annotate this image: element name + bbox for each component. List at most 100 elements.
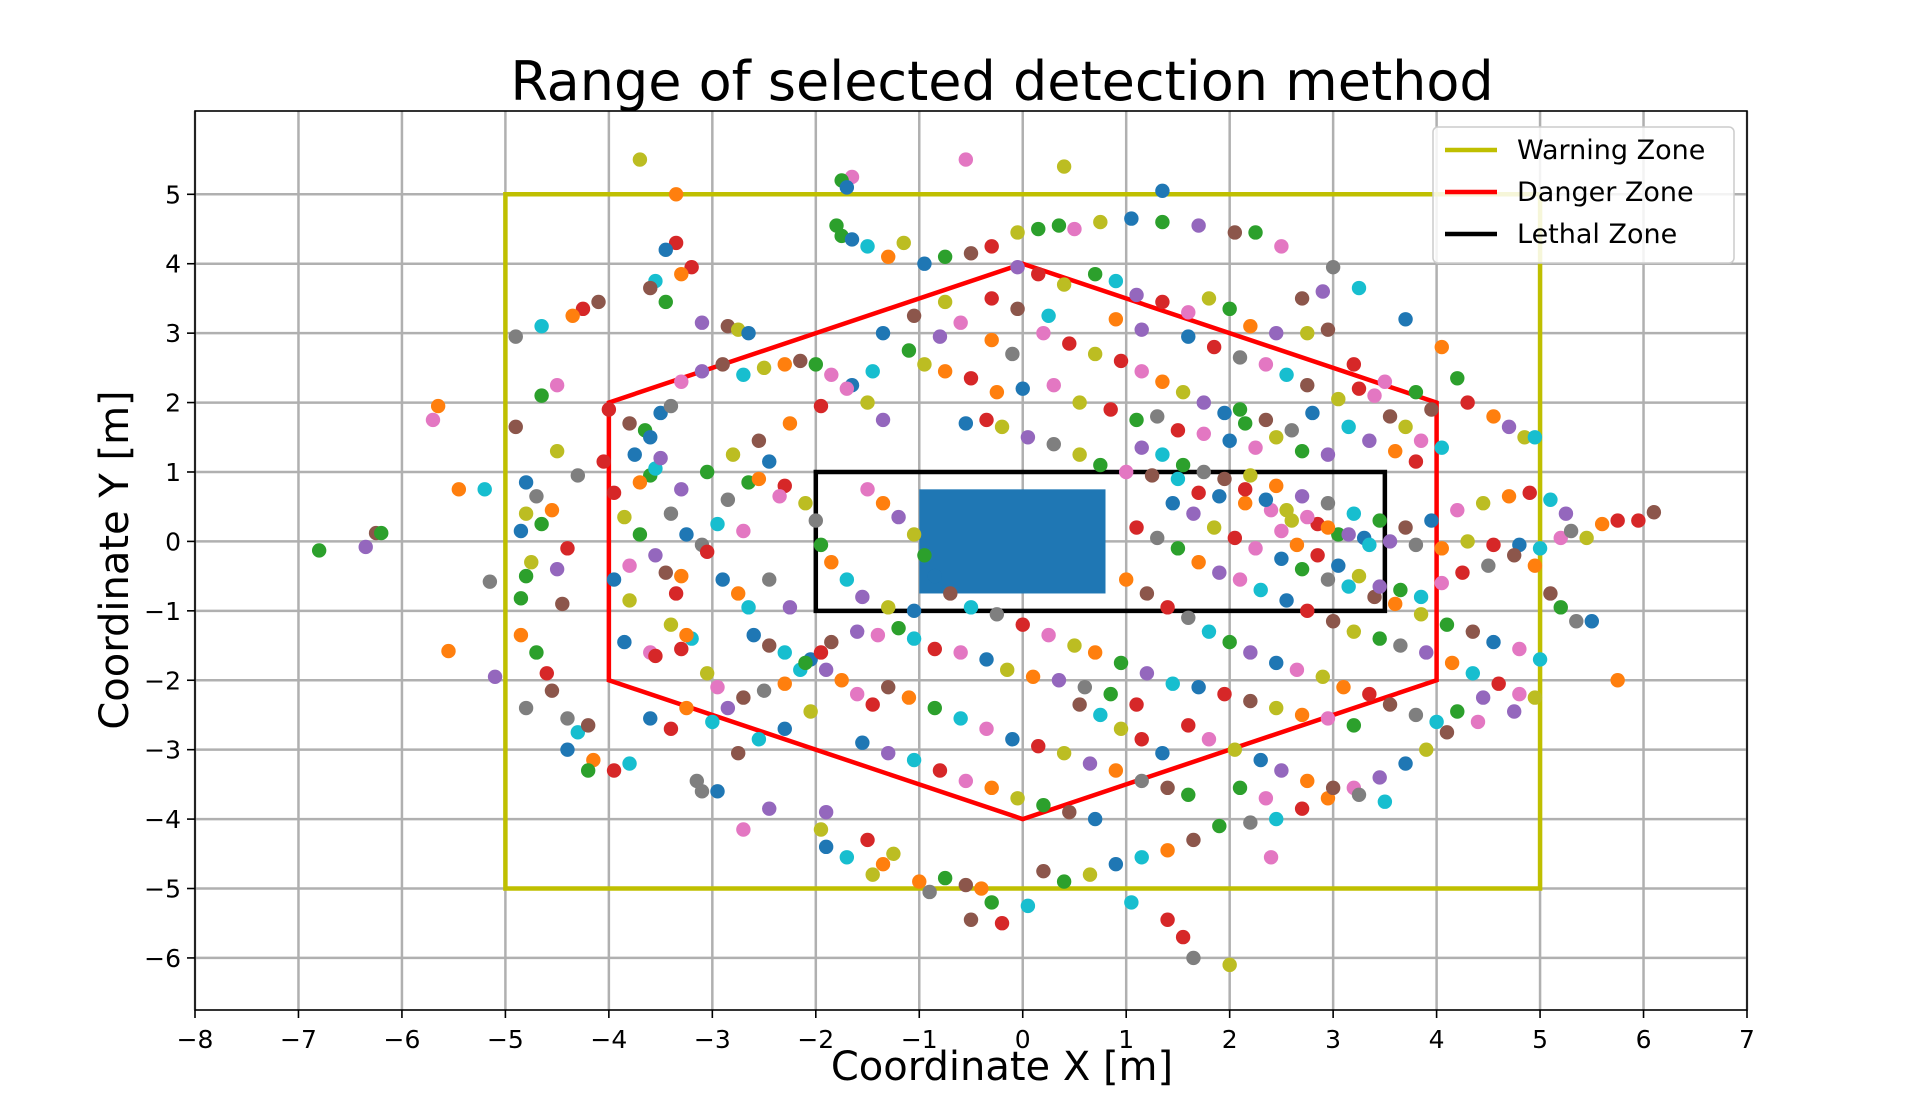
data-point (1248, 225, 1263, 240)
data-point (979, 721, 994, 737)
data-point (1041, 308, 1056, 323)
data-point (1232, 402, 1248, 417)
data-point (834, 673, 849, 688)
data-point (932, 763, 948, 778)
data-point (1232, 350, 1248, 365)
data-point (311, 543, 327, 558)
data-point (560, 711, 575, 726)
data-point (1310, 548, 1325, 563)
x-tick-label: 0 (1015, 1025, 1031, 1054)
data-point (1217, 686, 1232, 702)
data-point (1222, 301, 1237, 317)
data-point (1253, 582, 1268, 598)
data-point (1031, 221, 1046, 237)
data-point (1113, 655, 1129, 671)
data-point (782, 600, 798, 615)
data-point (1227, 225, 1243, 240)
data-point (1274, 763, 1289, 778)
data-point (699, 666, 715, 681)
data-point (927, 641, 942, 657)
data-point (1300, 509, 1315, 525)
data-point (1263, 850, 1279, 865)
data-point (1527, 430, 1543, 445)
data-point (1294, 707, 1310, 723)
data-point (1206, 339, 1222, 355)
data-point (668, 235, 684, 251)
data-point (855, 735, 870, 750)
data-point (1237, 496, 1253, 511)
data-point (1134, 732, 1149, 747)
data-point (1243, 468, 1258, 483)
data-point (529, 645, 544, 660)
data-point (1129, 412, 1144, 428)
data-point (674, 568, 689, 584)
data-point (1408, 454, 1424, 469)
y-tick-label: 4 (165, 250, 181, 279)
data-point (1046, 437, 1061, 452)
data-point (1507, 548, 1522, 563)
data-point (632, 152, 648, 167)
data-point (1543, 586, 1558, 601)
data-point (1274, 523, 1289, 539)
data-point (1010, 791, 1025, 806)
y-tick-label: −3 (144, 736, 181, 765)
data-point (1289, 662, 1305, 678)
data-point (1072, 697, 1087, 712)
data-point (1258, 791, 1274, 806)
data-point (1129, 697, 1144, 712)
data-point (1191, 485, 1206, 501)
data-point (710, 784, 725, 799)
data-point (1150, 530, 1165, 546)
warning-zone-outline (503, 192, 1543, 891)
data-point (1362, 433, 1377, 448)
data-point (622, 558, 637, 573)
y-tick-label: 2 (165, 389, 181, 418)
data-point (1170, 541, 1186, 556)
data-point (1346, 718, 1362, 733)
data-point (1000, 662, 1015, 678)
data-point (1124, 211, 1139, 226)
data-point (927, 700, 942, 716)
data-points (311, 152, 1662, 973)
x-tick-label: 5 (1532, 1025, 1548, 1054)
data-point (860, 832, 875, 848)
data-point (632, 527, 648, 542)
data-point (1134, 850, 1149, 865)
data-point (1274, 239, 1289, 254)
data-point (901, 690, 917, 705)
data-point (1087, 266, 1103, 282)
data-point (1398, 756, 1413, 771)
data-point (1382, 697, 1398, 712)
data-point (1486, 537, 1501, 553)
x-axis-ticks: −8 −7 −6 −5 −4 −3 −2 −1 0 1 2 3 4 5 6 7 (177, 1010, 1755, 1054)
data-point (906, 603, 922, 619)
data-point (663, 617, 679, 632)
data-point (1269, 430, 1284, 445)
data-point (1108, 857, 1124, 872)
data-point (1569, 614, 1584, 629)
data-point (1160, 843, 1175, 858)
data-point (549, 561, 565, 577)
data-point (798, 655, 813, 671)
data-point (1553, 600, 1568, 615)
data-point (425, 412, 441, 428)
data-point (1517, 430, 1532, 445)
data-point (937, 870, 953, 886)
data-point (1217, 471, 1232, 487)
x-tick-label: 3 (1325, 1025, 1341, 1054)
x-tick-label: −1 (901, 1025, 938, 1054)
data-point (1429, 714, 1444, 730)
data-point (1186, 506, 1201, 521)
data-point (1212, 818, 1227, 834)
data-point (1258, 357, 1274, 372)
data-point (984, 332, 999, 348)
data-point (937, 249, 953, 264)
data-point (1155, 294, 1170, 310)
data-point (1067, 638, 1082, 653)
data-point (1237, 482, 1253, 497)
data-point (994, 419, 1010, 435)
data-point (1300, 325, 1315, 341)
data-point (1377, 794, 1393, 809)
data-point (865, 697, 880, 712)
data-point (782, 416, 798, 431)
